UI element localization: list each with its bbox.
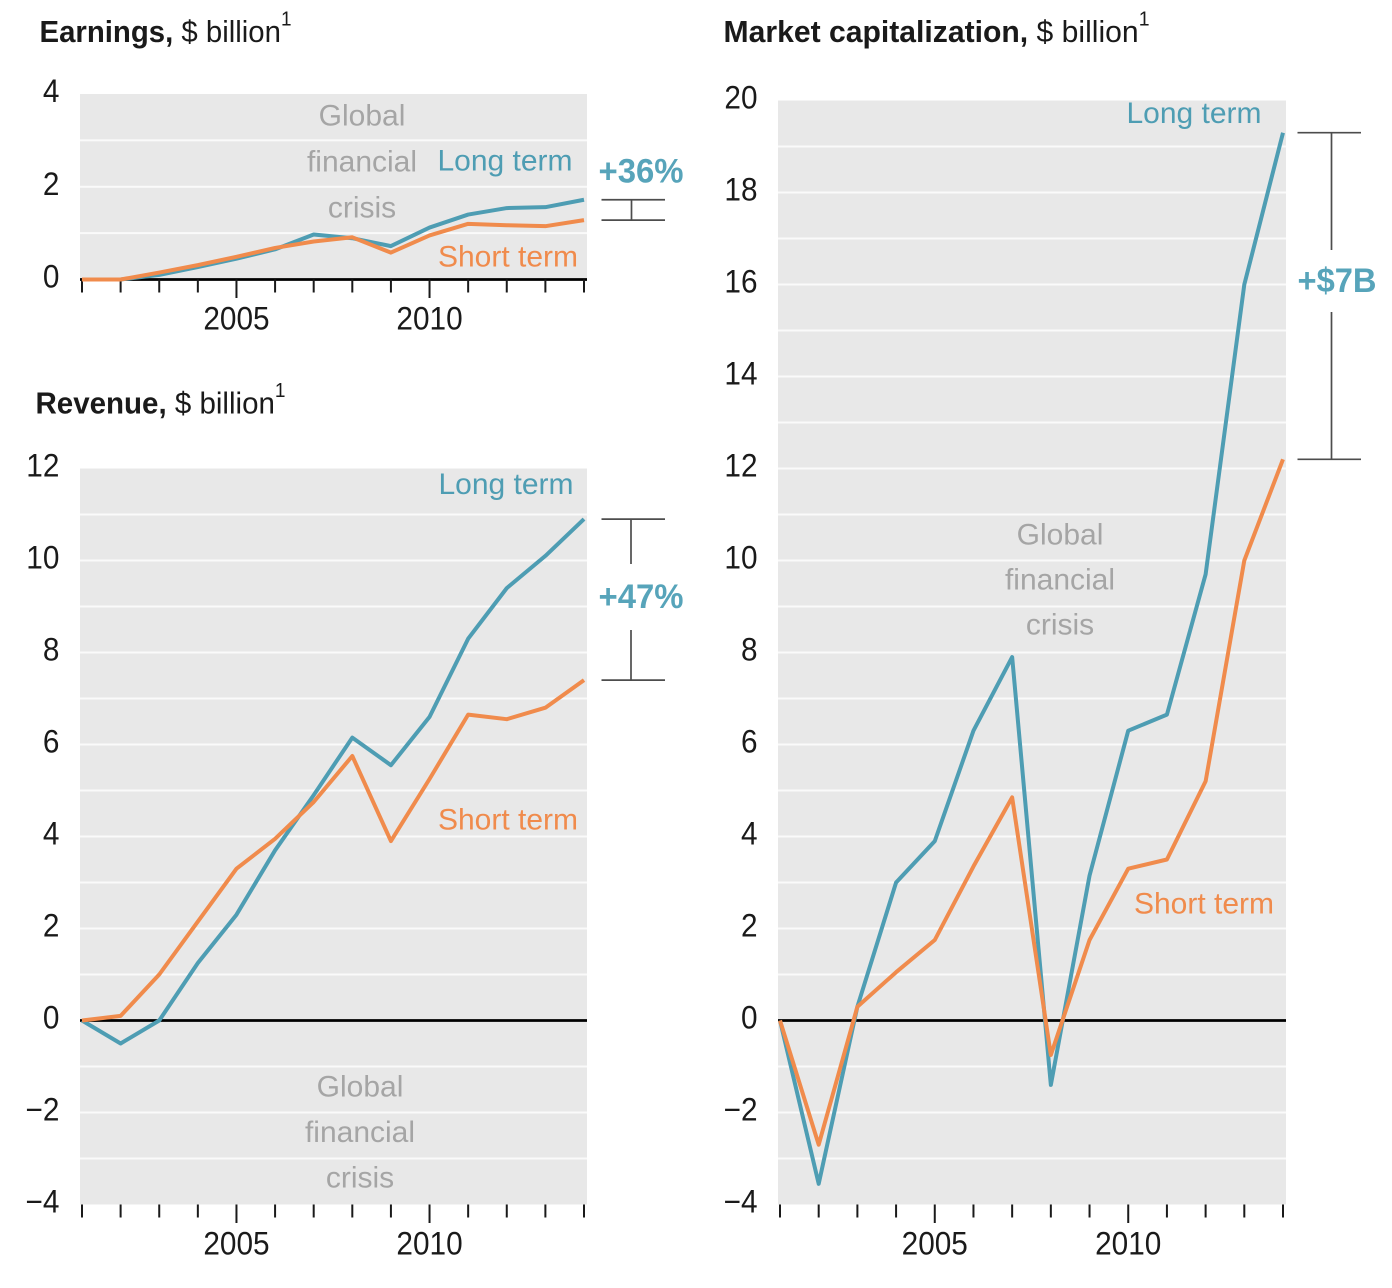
y-tick-label: 0 [741,1000,758,1036]
x-tick-label: 2005 [203,301,269,337]
chart-title-footnote-marker: 1 [1139,9,1150,31]
crisis-label-line: Global [319,100,406,133]
series-line-short-term [778,458,1285,1147]
series-label-long-term: Long term [438,468,573,501]
y-tick-label: 10 [26,540,59,576]
series-label-short-term: Short term [1134,888,1274,921]
chart-market-capitalization: Global financial crisis 2005 2010 −4 −2 0 2 4 6 8 10… [724,9,1377,1262]
y-tick-label: 8 [741,632,758,668]
crisis-label-line: crisis [328,192,396,225]
y-tick-label: −2 [25,1092,59,1128]
chart-title-unit-segment: $ billion [1028,14,1139,49]
y-tick-label: −4 [724,1184,758,1220]
x-tick-label: 2010 [1095,1226,1161,1262]
y-tick-label: 14 [724,356,757,392]
series-label-short-term: Short term [438,804,578,837]
chart-title-unit-segment: $ billion [173,14,281,49]
series-line-short-term [81,678,586,1023]
y-tick-label: 6 [43,724,60,760]
chart-title-bold-segment: Earnings, [40,14,174,49]
y-tick-label: 8 [43,632,60,668]
growth-annotation: +47% [599,578,684,616]
chart-title-bold-segment: Market capitalization, [724,14,1029,49]
y-tick-label: 12 [26,448,59,484]
series-line-long-term [82,197,585,282]
series-line-short-term [82,218,585,282]
y-tick-label: 0 [43,1000,60,1036]
crisis-label-line: financial [307,146,417,179]
y-tick-label: 4 [43,816,60,852]
y-tick-label: 12 [724,448,757,484]
crisis-label-line: financial [1005,564,1115,597]
series-label-long-term: Long term [437,145,572,178]
y-tick-label: 0 [43,259,60,295]
chart-earnings: Global financial crisis 2005 2010 0 2 4 Long ter… [40,9,684,337]
y-tick-label: −2 [724,1092,758,1128]
y-tick-label: 6 [741,724,758,760]
x-tick-label: 2010 [396,301,462,337]
y-tick-label: 2 [43,166,60,202]
chart-title-unit-segment: $ billion [167,386,275,421]
y-tick-label: 20 [724,80,757,116]
chart-title-footnote-marker: 1 [275,380,286,402]
y-tick-label: 10 [724,540,757,576]
growth-annotation: +$7B [1298,262,1377,300]
y-tick-label: −4 [25,1184,59,1220]
chart-title: Market capitalization, $ billion1 [724,9,1150,50]
x-tick-label: 2005 [902,1226,968,1262]
crisis-label-line: financial [305,1116,415,1149]
crisis-label-line: crisis [326,1162,394,1195]
y-tick-label: 4 [43,73,60,109]
series-line-long-term [778,132,1285,1186]
x-tick-label: 2010 [396,1226,462,1262]
y-tick-label: 2 [43,908,60,944]
y-tick-label: 18 [724,172,757,208]
y-tick-label: 2 [741,908,758,944]
chart-revenue: Global financial crisis 2005 2010 −4 −2 0 2 4 6 8 10… [25,380,683,1262]
crisis-label-line: Global [317,1071,404,1104]
chart-title-footnote-marker: 1 [281,9,292,31]
crisis-label-line: crisis [1026,609,1094,642]
chart-title: Revenue, $ billion1 [36,380,286,421]
series-label-short-term: Short term [438,241,578,274]
y-tick-label: 4 [741,816,758,852]
series-line-long-term [80,517,586,1046]
growth-annotation: +36% [599,153,684,191]
series-label-long-term: Long term [1126,97,1261,130]
chart-title-bold-segment: Revenue, [36,386,167,421]
crisis-label-line: Global [1017,519,1104,552]
x-tick-label: 2005 [203,1226,269,1262]
chart-title: Earnings, $ billion1 [40,9,292,50]
y-tick-label: 16 [724,264,757,300]
